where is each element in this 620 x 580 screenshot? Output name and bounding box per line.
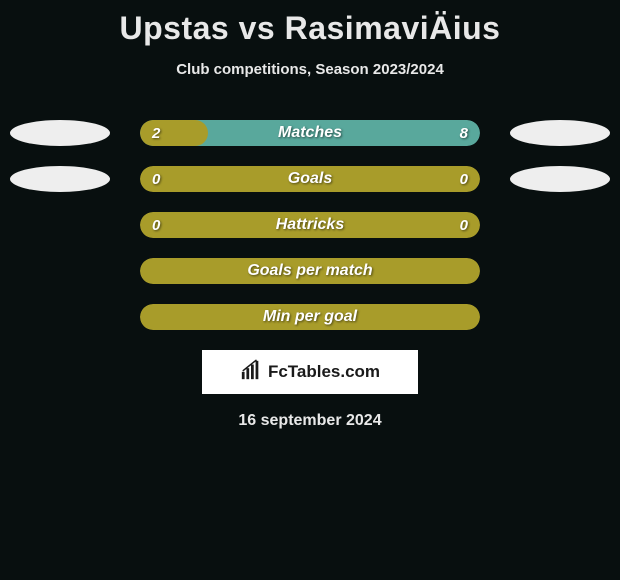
stat-row: 00Goals xyxy=(0,166,620,192)
stat-bar: 00Hattricks xyxy=(140,212,480,238)
date-label: 16 september 2024 xyxy=(0,412,620,430)
stat-bar: 00Goals xyxy=(140,166,480,192)
left-oval xyxy=(10,120,110,146)
left-oval xyxy=(10,166,110,192)
bar-label: Matches xyxy=(140,120,480,146)
bar-label: Goals xyxy=(140,166,480,192)
stat-row: 28Matches xyxy=(0,120,620,146)
right-oval xyxy=(510,166,610,192)
stat-bar: Min per goal xyxy=(140,304,480,330)
bar-label: Hattricks xyxy=(140,212,480,238)
stat-row: 00Hattricks xyxy=(0,212,620,238)
logo-box: FcTables.com xyxy=(202,350,418,394)
subtitle: Club competitions, Season 2023/2024 xyxy=(0,61,620,78)
chart-icon xyxy=(240,359,262,386)
stat-bar: 28Matches xyxy=(140,120,480,146)
stat-bar: Goals per match xyxy=(140,258,480,284)
stat-rows: 28Matches 00Goals 00Hattricks Goals per mat… xyxy=(0,120,620,330)
bar-label: Goals per match xyxy=(140,258,480,284)
stat-row: Goals per match xyxy=(0,258,620,284)
bar-label: Min per goal xyxy=(140,304,480,330)
stat-row: Min per goal xyxy=(0,304,620,330)
page-title: Upstas vs RasimaviÄius xyxy=(0,0,620,47)
right-oval xyxy=(510,120,610,146)
logo-text: FcTables.com xyxy=(268,362,380,382)
